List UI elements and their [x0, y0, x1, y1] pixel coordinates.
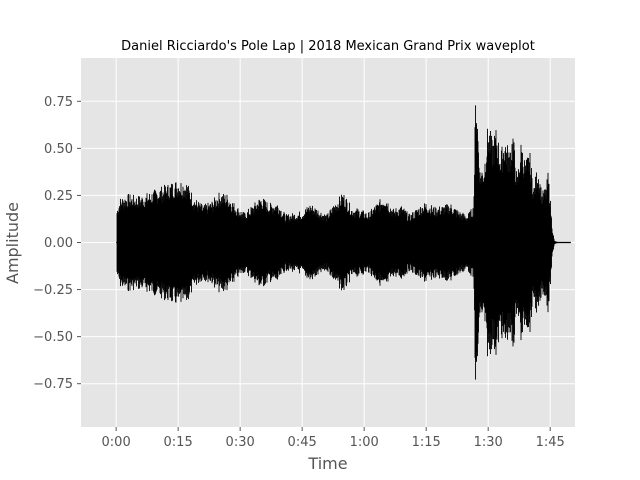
- x-tick-label: 1:30: [474, 435, 503, 450]
- y-axis-ticks: −0.75 −0.50 −0.25 0.00 0.25 0.50 0.75: [33, 95, 81, 392]
- x-tick-label: 1:00: [350, 435, 379, 450]
- x-tick-label: 0:45: [288, 435, 317, 450]
- y-tick-label: −0.50: [33, 330, 73, 345]
- x-tick-label: 0:30: [226, 435, 255, 450]
- y-axis-label: Amplitude: [3, 202, 22, 284]
- y-tick-label: −0.25: [33, 283, 73, 298]
- x-tick-label: 0:15: [164, 435, 193, 450]
- x-tick-label: 0:00: [102, 435, 131, 450]
- y-tick-label: 0.25: [44, 189, 73, 204]
- y-tick-label: 0.75: [44, 95, 73, 110]
- y-tick-label: 0.50: [44, 142, 73, 157]
- chart-title: Daniel Ricciardo's Pole Lap | 2018 Mexic…: [121, 39, 535, 54]
- y-tick-label: 0.00: [44, 236, 73, 251]
- x-axis-label: Time: [307, 454, 347, 473]
- x-tick-label: 1:15: [412, 435, 441, 450]
- x-tick-label: 1:45: [536, 435, 565, 450]
- x-axis-ticks: 0:00 0:15 0:30 0:45 1:00 1:15 1:30 1:45: [102, 427, 565, 450]
- y-tick-label: −0.75: [33, 377, 73, 392]
- waveform: [116, 105, 571, 380]
